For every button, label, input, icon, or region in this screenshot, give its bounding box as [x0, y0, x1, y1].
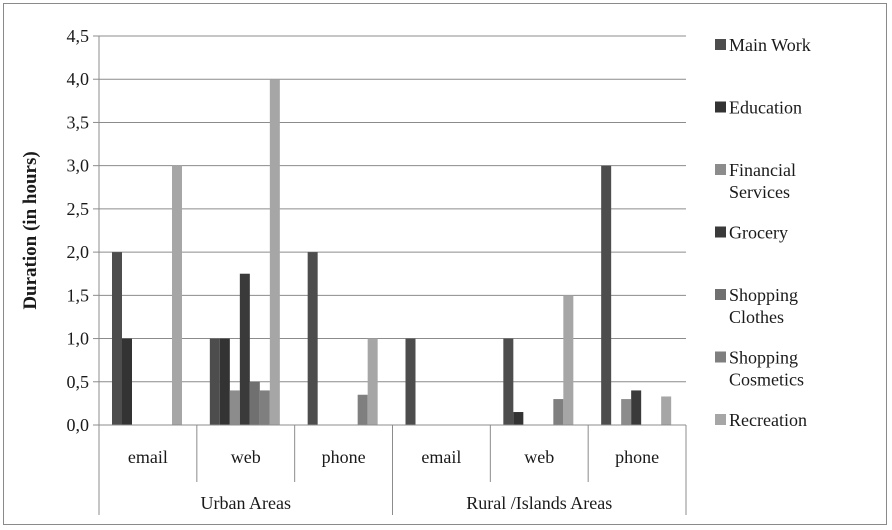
bars — [112, 79, 672, 425]
legend-label: Grocery — [729, 223, 788, 243]
gridlines — [99, 35, 686, 426]
legend-label: Shopping — [729, 348, 798, 368]
bar — [219, 338, 230, 425]
y-tick-label: 1,0 — [67, 329, 90, 349]
legend-swatch — [715, 39, 726, 50]
x-category-labels: email web phone email web phone — [128, 447, 659, 467]
x-category-label: phone — [322, 447, 366, 467]
legend-label: Recreation — [729, 410, 807, 430]
legend-label: Shopping — [729, 285, 798, 305]
bar — [209, 338, 220, 425]
legend-swatch — [715, 226, 726, 238]
y-tick-label: 3,0 — [67, 156, 90, 176]
legend-label: Cosmetics — [729, 370, 804, 390]
bar-chart: 0,0 0,5 1,0 1,5 2,0 2,5 3,0 3,5 4,0 4,5 email web p… — [20, 26, 811, 515]
bar — [112, 252, 122, 425]
bar — [259, 390, 270, 425]
y-tick-label: 0,5 — [67, 372, 90, 392]
bar — [503, 338, 514, 425]
legend-label: Clothes — [729, 307, 784, 327]
legend-label: Services — [729, 182, 790, 202]
y-axis-label: Duration (in hours) — [20, 151, 41, 309]
bar — [553, 399, 564, 425]
bar — [631, 390, 642, 425]
legend-swatch — [715, 289, 726, 300]
legend-swatch — [715, 164, 726, 175]
x-category-label: web — [524, 447, 554, 467]
bar — [661, 396, 672, 425]
y-tick-label: 3,5 — [67, 112, 90, 132]
bar — [229, 390, 240, 425]
legend-label: Financial — [729, 160, 796, 180]
x-category-label: email — [421, 447, 461, 467]
bar — [601, 165, 612, 425]
legend-swatch — [715, 101, 726, 113]
bar — [621, 399, 632, 425]
bar — [513, 412, 524, 425]
x-category-label: phone — [615, 447, 659, 467]
x-group-label: Urban Areas — [201, 493, 291, 513]
y-tick-labels: 0,0 0,5 1,0 1,5 2,0 2,5 3,0 3,5 4,0 4,5 — [67, 26, 90, 435]
legend-label: Education — [729, 98, 802, 118]
x-group-label: Rural /Islands Areas — [466, 493, 612, 513]
legend-swatch — [715, 414, 726, 425]
bar — [563, 295, 574, 425]
bar — [239, 273, 250, 425]
bar — [249, 381, 260, 425]
bar — [357, 394, 368, 425]
x-category-label: email — [128, 447, 168, 467]
x-category-label: web — [231, 447, 261, 467]
y-tick-label: 2,0 — [67, 242, 90, 262]
chart-frame: 0,0 0,5 1,0 1,5 2,0 2,5 3,0 3,5 4,0 4,5 email web p… — [3, 3, 887, 525]
y-tick-label: 0,0 — [67, 415, 90, 435]
y-tick-label: 4,0 — [67, 69, 90, 89]
bar — [405, 338, 416, 425]
y-tick-label: 4,5 — [67, 26, 90, 46]
bar — [172, 165, 182, 425]
bar — [367, 338, 378, 425]
y-tick-label: 2,5 — [67, 199, 90, 219]
legend-swatch — [715, 351, 726, 363]
x-group-labels: Urban Areas Rural /Islands Areas — [201, 493, 613, 513]
y-tick-label: 1,5 — [67, 285, 90, 305]
bar — [307, 252, 318, 425]
bar — [122, 338, 132, 425]
legend-label: Main Work — [729, 35, 811, 55]
bar — [269, 79, 280, 425]
axes — [93, 35, 687, 515]
